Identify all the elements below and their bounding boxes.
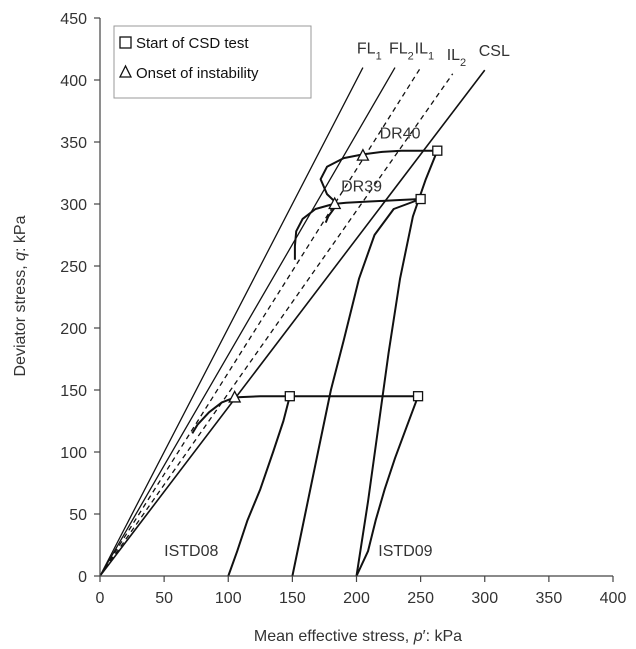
x-tick-label: 100 xyxy=(215,590,242,607)
reference-line-il2 xyxy=(99,73,454,577)
reference-line-label: FL2 xyxy=(389,41,414,63)
markers xyxy=(228,145,443,403)
x-tick-label: 150 xyxy=(279,590,306,607)
y-tick-label: 50 xyxy=(69,507,87,524)
start-marker xyxy=(412,391,424,402)
series-path-istd09 xyxy=(292,395,420,577)
reference-line-label: CSL xyxy=(479,43,510,60)
x-axis-title: Mean effective stress, p′: kPa xyxy=(254,628,462,645)
series-path-dr40 xyxy=(319,149,439,577)
legend-triangle-icon xyxy=(118,64,133,78)
y-tick-label: 0 xyxy=(78,569,87,586)
x-tick-label: 200 xyxy=(343,590,370,607)
reference-line-label: IL1 xyxy=(415,41,434,63)
y-tick-label: 400 xyxy=(60,73,87,90)
plot-lines xyxy=(99,67,486,577)
curve-labels: FL1 FL2 IL1 IL2 CSL DR40 DR39 ISTD08 ISTD09 xyxy=(164,41,510,561)
x-tick-label: 400 xyxy=(600,590,627,607)
reference-line-fl2 xyxy=(99,67,396,577)
y-tick-label: 250 xyxy=(60,259,87,276)
y-tick-label: 200 xyxy=(60,321,87,338)
reference-line-label: FL1 xyxy=(357,41,382,63)
curve-label: DR40 xyxy=(380,125,421,142)
curve-label: ISTD09 xyxy=(378,543,432,560)
start-marker xyxy=(284,391,295,402)
series-path-dr39 xyxy=(291,198,422,577)
onset-marker xyxy=(356,148,370,161)
legend-box xyxy=(113,25,312,99)
onset-marker xyxy=(328,196,342,210)
x-tick-label: 300 xyxy=(471,590,498,607)
curve-label: DR39 xyxy=(341,179,382,196)
y-tick-label: 450 xyxy=(60,11,87,28)
onset-marker xyxy=(228,390,242,403)
legend-label-start: Start of CSD test xyxy=(136,35,249,52)
start-marker xyxy=(415,193,426,205)
y-tick-label: 300 xyxy=(60,197,87,214)
curve-label: ISTD08 xyxy=(164,543,218,560)
y-tick-label: 350 xyxy=(60,135,87,152)
axes: 0 50 100 150 200 250 300 350 400 0 50 100 150 200 250 3… xyxy=(60,11,626,607)
y-axis-title: Deviator stress, q: kPa xyxy=(12,215,29,376)
x-tick-label: 350 xyxy=(536,590,563,607)
reference-line-csl xyxy=(99,69,486,577)
reference-line-il1 xyxy=(99,67,422,577)
x-tick-label: 250 xyxy=(407,590,434,607)
legend-square-icon xyxy=(119,36,132,49)
x-tick-label: 0 xyxy=(96,590,105,607)
y-tick-label: 150 xyxy=(60,383,87,400)
reference-line-fl1 xyxy=(99,67,364,577)
legend: Start of CSD test Onset of instability xyxy=(113,25,312,99)
reference-line-label: IL2 xyxy=(447,47,466,69)
legend-label-onset: Onset of instability xyxy=(136,65,259,82)
y-tick-label: 100 xyxy=(60,445,87,462)
start-marker xyxy=(432,145,443,156)
x-tick-label: 50 xyxy=(155,590,173,607)
